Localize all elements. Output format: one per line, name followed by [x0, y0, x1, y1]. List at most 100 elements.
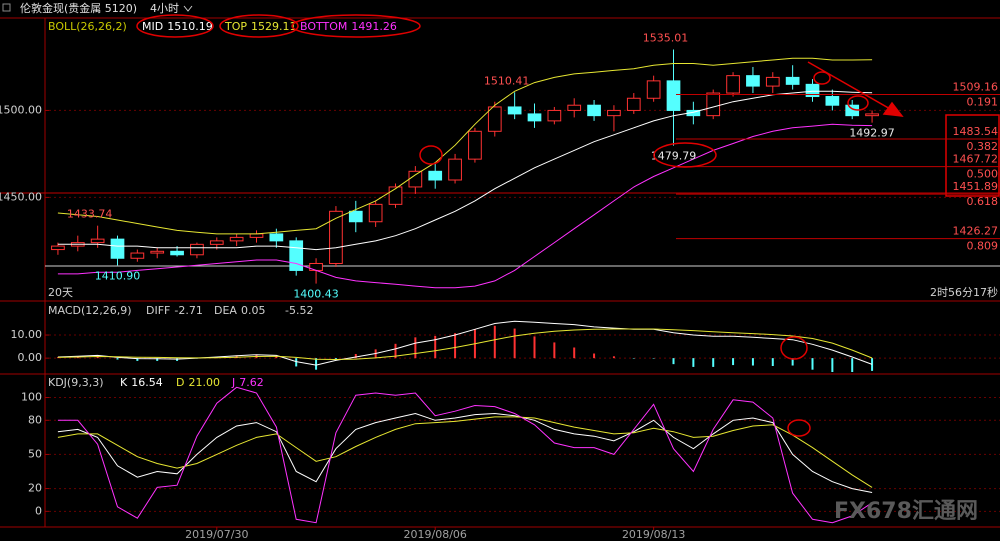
y-tick-label: 1500.00 — [0, 103, 42, 116]
indicator-readout: DIFF -2.71 — [146, 304, 203, 317]
markup — [136, 14, 904, 437]
arrow-head — [882, 101, 904, 117]
watermark: 汇通网 — [912, 499, 978, 524]
fib-ratio: 0.618 — [967, 195, 999, 208]
y-tick-label: 80 — [28, 413, 42, 426]
candle-body — [190, 243, 204, 256]
highlight-box — [945, 114, 1000, 197]
readout-part: K — [120, 376, 128, 389]
candle-body — [130, 252, 145, 259]
circle — [136, 14, 214, 38]
candle-body — [170, 250, 184, 256]
candle-body — [110, 238, 125, 259]
indicator-readout: BOTTOM 1491.26 — [300, 20, 397, 33]
candle-body — [706, 92, 721, 117]
y-tick-label: 1450.00 — [0, 190, 42, 203]
indicator-line — [57, 412, 873, 493]
indicator-readout: KDJ(9,3,3) — [48, 376, 104, 389]
candle-body — [368, 203, 383, 223]
fib-ratio: 0.191 — [967, 96, 999, 109]
title: 伦敦金现(贵金属 5120) — [20, 1, 137, 15]
indicator-line — [57, 57, 873, 235]
indicator-line — [57, 90, 873, 251]
readout-part: 21.00 — [188, 376, 220, 389]
readout-part: 16.54 — [131, 376, 163, 389]
candle-body — [726, 75, 740, 94]
circle — [780, 336, 808, 360]
candle-body — [746, 75, 760, 87]
readout-part: MID — [142, 20, 163, 33]
fib-price: 1451.89 — [953, 180, 999, 193]
candle-body — [90, 238, 105, 244]
readout-part: KDJ(9,3,3) — [48, 376, 104, 389]
indicator-line — [57, 328, 873, 361]
candle-body — [607, 109, 621, 117]
indicator-line — [57, 123, 873, 289]
high-label: 1510.41 — [484, 74, 530, 87]
fib-price: 1426.27 — [953, 225, 999, 238]
candle-body — [825, 96, 840, 106]
candle-body — [567, 104, 582, 111]
candle-body — [408, 170, 423, 188]
candle-body — [547, 109, 562, 122]
x-tick-label: 2019/08/13 — [622, 528, 685, 541]
candle-body — [765, 76, 780, 87]
fib-ratio: 0.500 — [967, 168, 999, 181]
circle — [419, 145, 443, 165]
circle — [219, 14, 299, 38]
candle-body — [805, 83, 820, 98]
candle-body — [448, 158, 462, 181]
candle-body — [289, 240, 304, 271]
fib-price: 1509.16 — [953, 81, 999, 94]
candle-body — [507, 106, 522, 115]
readout-part: J — [231, 376, 235, 389]
candle-body — [865, 113, 879, 117]
readout-part: 1510.19 — [167, 20, 213, 33]
fib-price: 1467.72 — [953, 153, 999, 166]
period[interactable]: 4小时 — [150, 2, 179, 15]
candle-body — [587, 104, 601, 117]
arrow — [807, 61, 893, 111]
dropdown-icon[interactable] — [183, 5, 193, 12]
circle — [787, 419, 811, 437]
indicator-line — [57, 386, 873, 524]
readout-part: -2.71 — [174, 304, 202, 317]
y-tick-label: 100 — [21, 391, 42, 404]
candle-body — [229, 236, 244, 242]
candle-body — [646, 80, 661, 99]
indicator-readout: J 7.62 — [231, 376, 264, 389]
indicator-readout: D 21.00 — [176, 376, 220, 389]
candle-body — [666, 80, 681, 111]
y-tick-label: 10.00 — [11, 328, 43, 341]
readout-part: TOP — [224, 20, 247, 33]
candle-body — [487, 106, 502, 132]
fib-ratio: 0.809 — [967, 240, 999, 253]
indicator-readout: BOLL(26,26,2) — [48, 20, 127, 33]
candle-body — [269, 233, 284, 242]
candle-body — [468, 130, 482, 160]
countdown: 2时56分17秒 — [930, 285, 998, 299]
candle-body — [785, 76, 800, 85]
readout-part: 1491.26 — [351, 20, 397, 33]
candle-body — [388, 186, 403, 205]
circle — [291, 14, 421, 38]
candle-body — [428, 170, 443, 181]
fib-ratio: 0.382 — [967, 140, 999, 153]
low-label: 1400.43 — [293, 288, 339, 301]
candle-body — [209, 240, 224, 245]
readout-part: MACD(12,26,9) — [48, 304, 132, 317]
indicator-readout: MACD(12,26,9) — [48, 304, 132, 317]
x-tick-label: 2019/07/30 — [185, 528, 248, 541]
indicator-readout: MID 1510.19 — [142, 20, 213, 33]
y-tick-label: 20 — [28, 482, 42, 495]
low-label: 1479.79 — [651, 150, 697, 163]
x-tick-label: 2019/08/06 — [404, 528, 467, 541]
low-label: 1492.97 — [849, 127, 895, 140]
readout-part: DEA — [214, 304, 237, 317]
y-tick-label: 50 — [28, 447, 42, 460]
indicator-readout: DEA 0.05 — [214, 304, 265, 317]
note: 20天 — [48, 286, 73, 299]
